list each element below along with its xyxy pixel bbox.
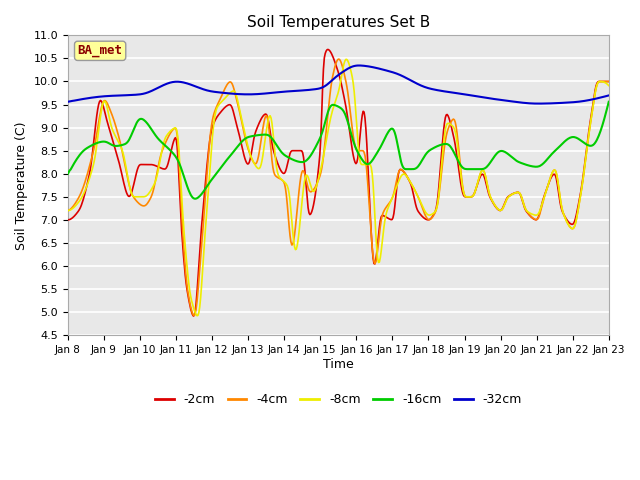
- -2cm: [160, 166, 168, 172]
- -32cm: [534, 101, 542, 107]
- -4cm: [427, 216, 435, 222]
- -8cm: [310, 189, 317, 194]
- Line: -16cm: -16cm: [68, 102, 609, 199]
- -2cm: [64, 217, 72, 223]
- -4cm: [473, 182, 481, 188]
- -2cm: [473, 183, 481, 189]
- -4cm: [335, 56, 342, 62]
- -4cm: [385, 201, 392, 207]
- -8cm: [160, 140, 168, 146]
- -2cm: [605, 79, 612, 84]
- -2cm: [310, 202, 317, 208]
- -16cm: [605, 99, 612, 105]
- -2cm: [427, 216, 435, 221]
- Text: BA_met: BA_met: [77, 44, 123, 57]
- -32cm: [308, 87, 316, 93]
- -8cm: [385, 204, 392, 210]
- -16cm: [384, 131, 392, 136]
- -32cm: [160, 82, 168, 88]
- -8cm: [64, 208, 72, 214]
- -32cm: [64, 99, 72, 105]
- -16cm: [472, 166, 480, 172]
- -32cm: [203, 87, 211, 93]
- -8cm: [193, 313, 201, 319]
- -8cm: [605, 83, 612, 88]
- -4cm: [605, 79, 612, 84]
- -4cm: [160, 144, 168, 150]
- -32cm: [384, 68, 392, 74]
- Line: -8cm: -8cm: [68, 60, 609, 316]
- -32cm: [472, 93, 480, 99]
- -2cm: [385, 216, 392, 221]
- -32cm: [355, 62, 362, 68]
- -16cm: [310, 148, 317, 154]
- -4cm: [64, 208, 72, 214]
- -16cm: [426, 147, 434, 153]
- -16cm: [204, 182, 212, 188]
- -8cm: [427, 212, 435, 217]
- -8cm: [473, 182, 481, 188]
- Line: -32cm: -32cm: [68, 65, 609, 104]
- -2cm: [324, 47, 332, 52]
- Line: -2cm: -2cm: [68, 49, 609, 316]
- -2cm: [189, 313, 197, 319]
- -4cm: [310, 187, 317, 192]
- Title: Soil Temperatures Set B: Soil Temperatures Set B: [246, 15, 430, 30]
- Legend: -2cm, -4cm, -8cm, -16cm, -32cm: -2cm, -4cm, -8cm, -16cm, -32cm: [150, 388, 527, 411]
- -16cm: [191, 196, 199, 202]
- -16cm: [64, 171, 72, 177]
- X-axis label: Time: Time: [323, 358, 354, 371]
- Y-axis label: Soil Temperature (C): Soil Temperature (C): [15, 121, 28, 250]
- -32cm: [426, 86, 434, 92]
- -8cm: [342, 57, 350, 62]
- -4cm: [204, 160, 212, 166]
- Line: -4cm: -4cm: [68, 59, 609, 315]
- -2cm: [204, 154, 212, 160]
- -32cm: [605, 93, 612, 98]
- -16cm: [160, 141, 168, 147]
- -8cm: [204, 194, 212, 200]
- -4cm: [191, 312, 198, 318]
